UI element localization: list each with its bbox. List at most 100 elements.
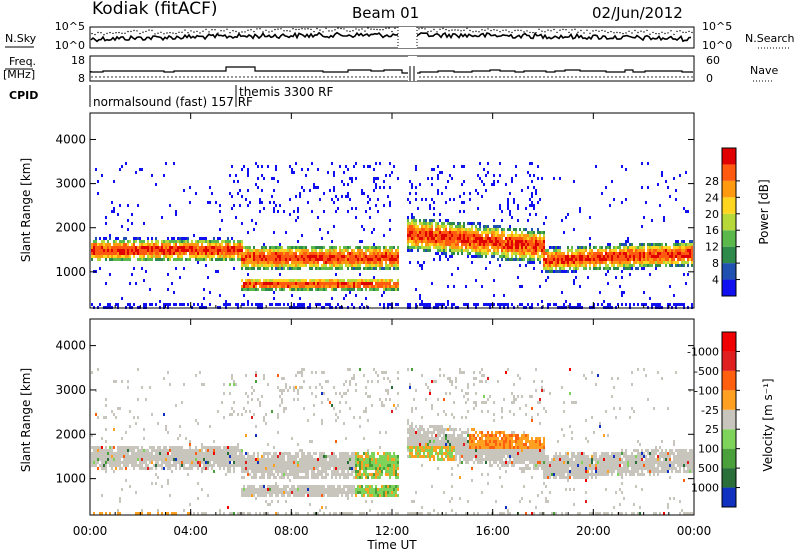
power-cell bbox=[485, 267, 487, 270]
velocity-cell bbox=[209, 452, 211, 455]
power-cell bbox=[557, 258, 559, 261]
power-cell bbox=[447, 240, 449, 243]
velocity-cell bbox=[115, 464, 117, 467]
velocity-cell bbox=[145, 398, 147, 401]
velocity-cell bbox=[307, 470, 309, 473]
power-cell bbox=[543, 240, 545, 243]
power-cell bbox=[367, 258, 369, 261]
velocity-cell bbox=[123, 452, 125, 455]
power-cell bbox=[685, 243, 687, 246]
power-cell bbox=[303, 246, 305, 249]
power-cell bbox=[243, 264, 245, 267]
nave-dot bbox=[363, 76, 365, 78]
power-cell bbox=[267, 252, 269, 255]
power-cell bbox=[375, 186, 377, 189]
power-cell bbox=[613, 246, 615, 249]
velocity-cell bbox=[145, 461, 147, 464]
velocity-cell bbox=[203, 512, 205, 515]
power-cell bbox=[143, 243, 145, 246]
power-cell bbox=[543, 246, 545, 249]
power-cell bbox=[677, 243, 679, 246]
power-cell bbox=[175, 303, 177, 306]
velocity-cell bbox=[223, 416, 225, 419]
power-cell bbox=[273, 258, 275, 261]
velocity-cell bbox=[221, 449, 223, 452]
velocity-cell bbox=[137, 398, 139, 401]
power-cell bbox=[477, 234, 479, 237]
power-cell bbox=[563, 252, 565, 255]
power-cell bbox=[221, 252, 223, 255]
power-cell bbox=[251, 255, 253, 258]
power-cell bbox=[615, 249, 617, 252]
power-cell bbox=[223, 240, 225, 243]
power-cell bbox=[219, 258, 221, 261]
velocity-cell bbox=[231, 374, 233, 377]
power-cell bbox=[559, 267, 561, 270]
power-colorbar-tick-label: 24 bbox=[705, 191, 719, 204]
power-cell bbox=[327, 258, 329, 261]
power-cell bbox=[671, 252, 673, 255]
power-cell bbox=[283, 249, 285, 252]
velocity-cell bbox=[275, 482, 277, 485]
power-cell bbox=[605, 273, 607, 276]
power-cell bbox=[157, 243, 159, 246]
power-cell bbox=[93, 246, 95, 249]
velocity-cell bbox=[233, 410, 235, 413]
power-cell bbox=[443, 252, 445, 255]
power-cell bbox=[601, 249, 603, 252]
power-cell bbox=[225, 246, 227, 249]
velocity-cell bbox=[239, 458, 241, 461]
power-cell bbox=[555, 249, 557, 252]
power-cell bbox=[247, 303, 249, 306]
power-cell bbox=[373, 258, 375, 261]
power-cell bbox=[507, 240, 509, 243]
velocity-cell bbox=[115, 455, 117, 458]
velocity-cell bbox=[215, 452, 217, 455]
power-cell bbox=[469, 228, 471, 231]
power-cell bbox=[363, 228, 365, 231]
nave-dot bbox=[163, 76, 165, 78]
power-cell bbox=[369, 246, 371, 249]
power-cell bbox=[629, 255, 631, 258]
power-cell bbox=[275, 264, 277, 267]
velocity-cell bbox=[163, 449, 165, 452]
power-cell bbox=[485, 237, 487, 240]
power-cell bbox=[555, 261, 557, 264]
power-cell bbox=[541, 249, 543, 252]
velocity-cell bbox=[131, 461, 133, 464]
power-cell bbox=[275, 288, 277, 291]
power-cell bbox=[565, 216, 567, 219]
power-cell bbox=[325, 249, 327, 252]
power-cell bbox=[99, 237, 101, 240]
power-cell bbox=[243, 282, 245, 285]
power-cell bbox=[369, 279, 371, 282]
power-cell bbox=[355, 246, 357, 249]
power-cell bbox=[569, 255, 571, 258]
power-cell bbox=[511, 246, 513, 249]
velocity-cell bbox=[253, 458, 255, 461]
power-cell bbox=[111, 258, 113, 261]
power-cell bbox=[151, 246, 153, 249]
velocity-cell bbox=[105, 449, 107, 452]
power-cell bbox=[105, 237, 107, 240]
velocity-cell bbox=[263, 491, 265, 494]
power-cell bbox=[567, 213, 569, 216]
power-cell bbox=[303, 288, 305, 291]
power-cell bbox=[477, 249, 479, 252]
power-cell bbox=[431, 168, 433, 171]
power-cell bbox=[169, 246, 171, 249]
power-cell bbox=[591, 252, 593, 255]
power-cell bbox=[645, 303, 647, 306]
power-cell bbox=[115, 243, 117, 246]
nave-dot bbox=[455, 76, 457, 78]
nsearch-dot bbox=[421, 27, 423, 29]
velocity-cell bbox=[293, 470, 295, 473]
velocity-cell bbox=[235, 383, 237, 386]
velocity-cell bbox=[255, 380, 257, 383]
velocity-cell bbox=[233, 401, 235, 404]
nsearch-dot bbox=[313, 30, 315, 33]
nave-dot bbox=[667, 76, 669, 78]
nave-dot bbox=[439, 76, 441, 78]
velocity-cell bbox=[95, 389, 97, 392]
velocity-cell bbox=[101, 464, 103, 467]
